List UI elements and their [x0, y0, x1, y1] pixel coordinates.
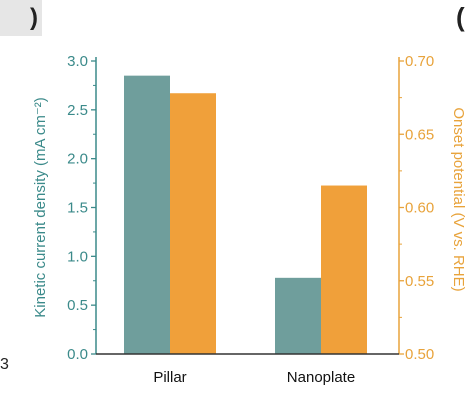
panel-label-fragment-left — [0, 0, 42, 36]
panel-label-left-digit: 3 — [0, 356, 9, 373]
right-tick-label: 0.55 — [405, 273, 434, 290]
left-tick-label: 3.0 — [67, 53, 88, 70]
left-tick-label: 0.0 — [67, 346, 88, 363]
right-tick-label: 0.70 — [405, 53, 434, 70]
right-tick-label: 0.65 — [405, 126, 434, 143]
panel-label-left-paren: ) — [30, 4, 38, 31]
left-tick-label: 1.5 — [67, 200, 88, 217]
left-tick-label: 0.5 — [67, 297, 88, 314]
right-tick-label: 0.50 — [405, 346, 434, 363]
left-tick-label: 1.0 — [67, 248, 88, 265]
x-tick-label-pillar: Pillar — [153, 369, 186, 386]
left-tick-label: 2.0 — [67, 151, 88, 168]
bar-kinetic-pillar — [124, 75, 170, 355]
x-tick-label-nanoplate: Nanoplate — [287, 369, 355, 386]
right-axis-title: Onset potential (V vs. RHE) — [450, 107, 467, 291]
bar-onset-pillar — [170, 93, 216, 354]
left-tick-label: 2.5 — [67, 102, 88, 119]
panel-label-right-paren: ( — [456, 2, 465, 32]
bar-kinetic-nanoplate — [275, 277, 321, 354]
left-axis-title: Kinetic current density (mA cm⁻²) — [32, 97, 49, 317]
bar-onset-nanoplate — [321, 185, 367, 354]
right-tick-label: 0.60 — [405, 200, 434, 217]
